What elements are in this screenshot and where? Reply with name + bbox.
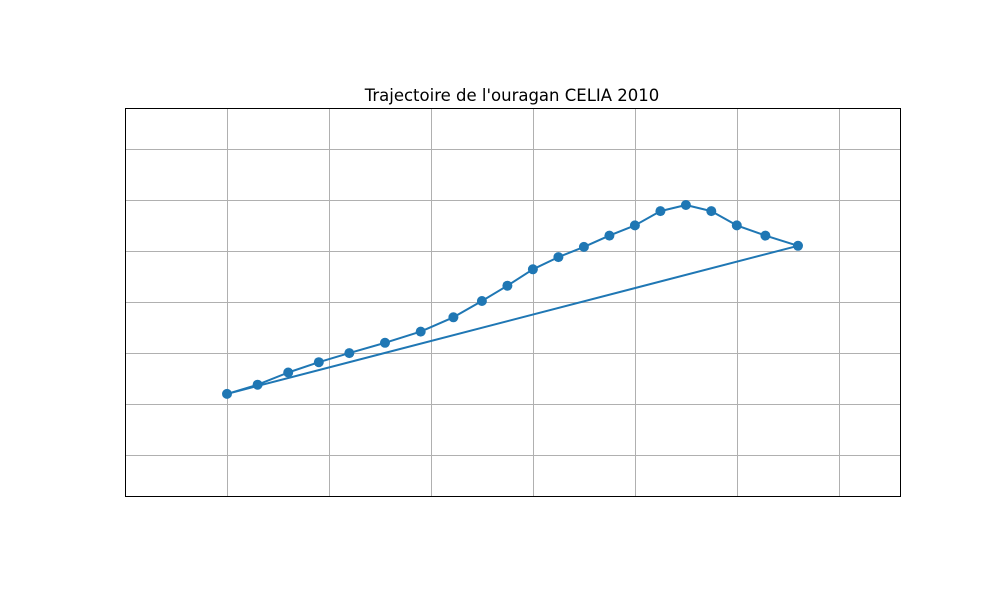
series-hurricane-track	[222, 200, 803, 399]
data-point-12	[553, 252, 564, 263]
data-point-5	[344, 348, 355, 359]
data-point-11	[527, 264, 538, 275]
data-point-10	[502, 280, 513, 291]
chart-title: Trajectoire de l'ouragan CELIA 2010	[364, 86, 660, 105]
data-point-6	[380, 337, 390, 348]
grid	[125, 108, 900, 496]
data-point-19	[731, 220, 742, 231]
data-point-2	[252, 379, 263, 390]
data-point-18	[706, 206, 717, 217]
data-point-20	[760, 230, 771, 241]
plot-area	[125, 108, 901, 497]
data-point-15	[629, 220, 640, 231]
series-line-1	[226, 204, 799, 395]
data-point-14	[604, 230, 615, 241]
data-point-9	[476, 296, 487, 306]
data-point-13	[578, 241, 589, 252]
data-point-16	[655, 206, 666, 217]
data-point-17	[680, 200, 691, 210]
data-point-8	[448, 312, 459, 323]
data-point-21	[793, 240, 803, 251]
data-point-7	[415, 326, 426, 337]
data-point-3	[283, 367, 294, 378]
data-point-4	[313, 357, 324, 368]
data-point-1	[222, 388, 232, 399]
